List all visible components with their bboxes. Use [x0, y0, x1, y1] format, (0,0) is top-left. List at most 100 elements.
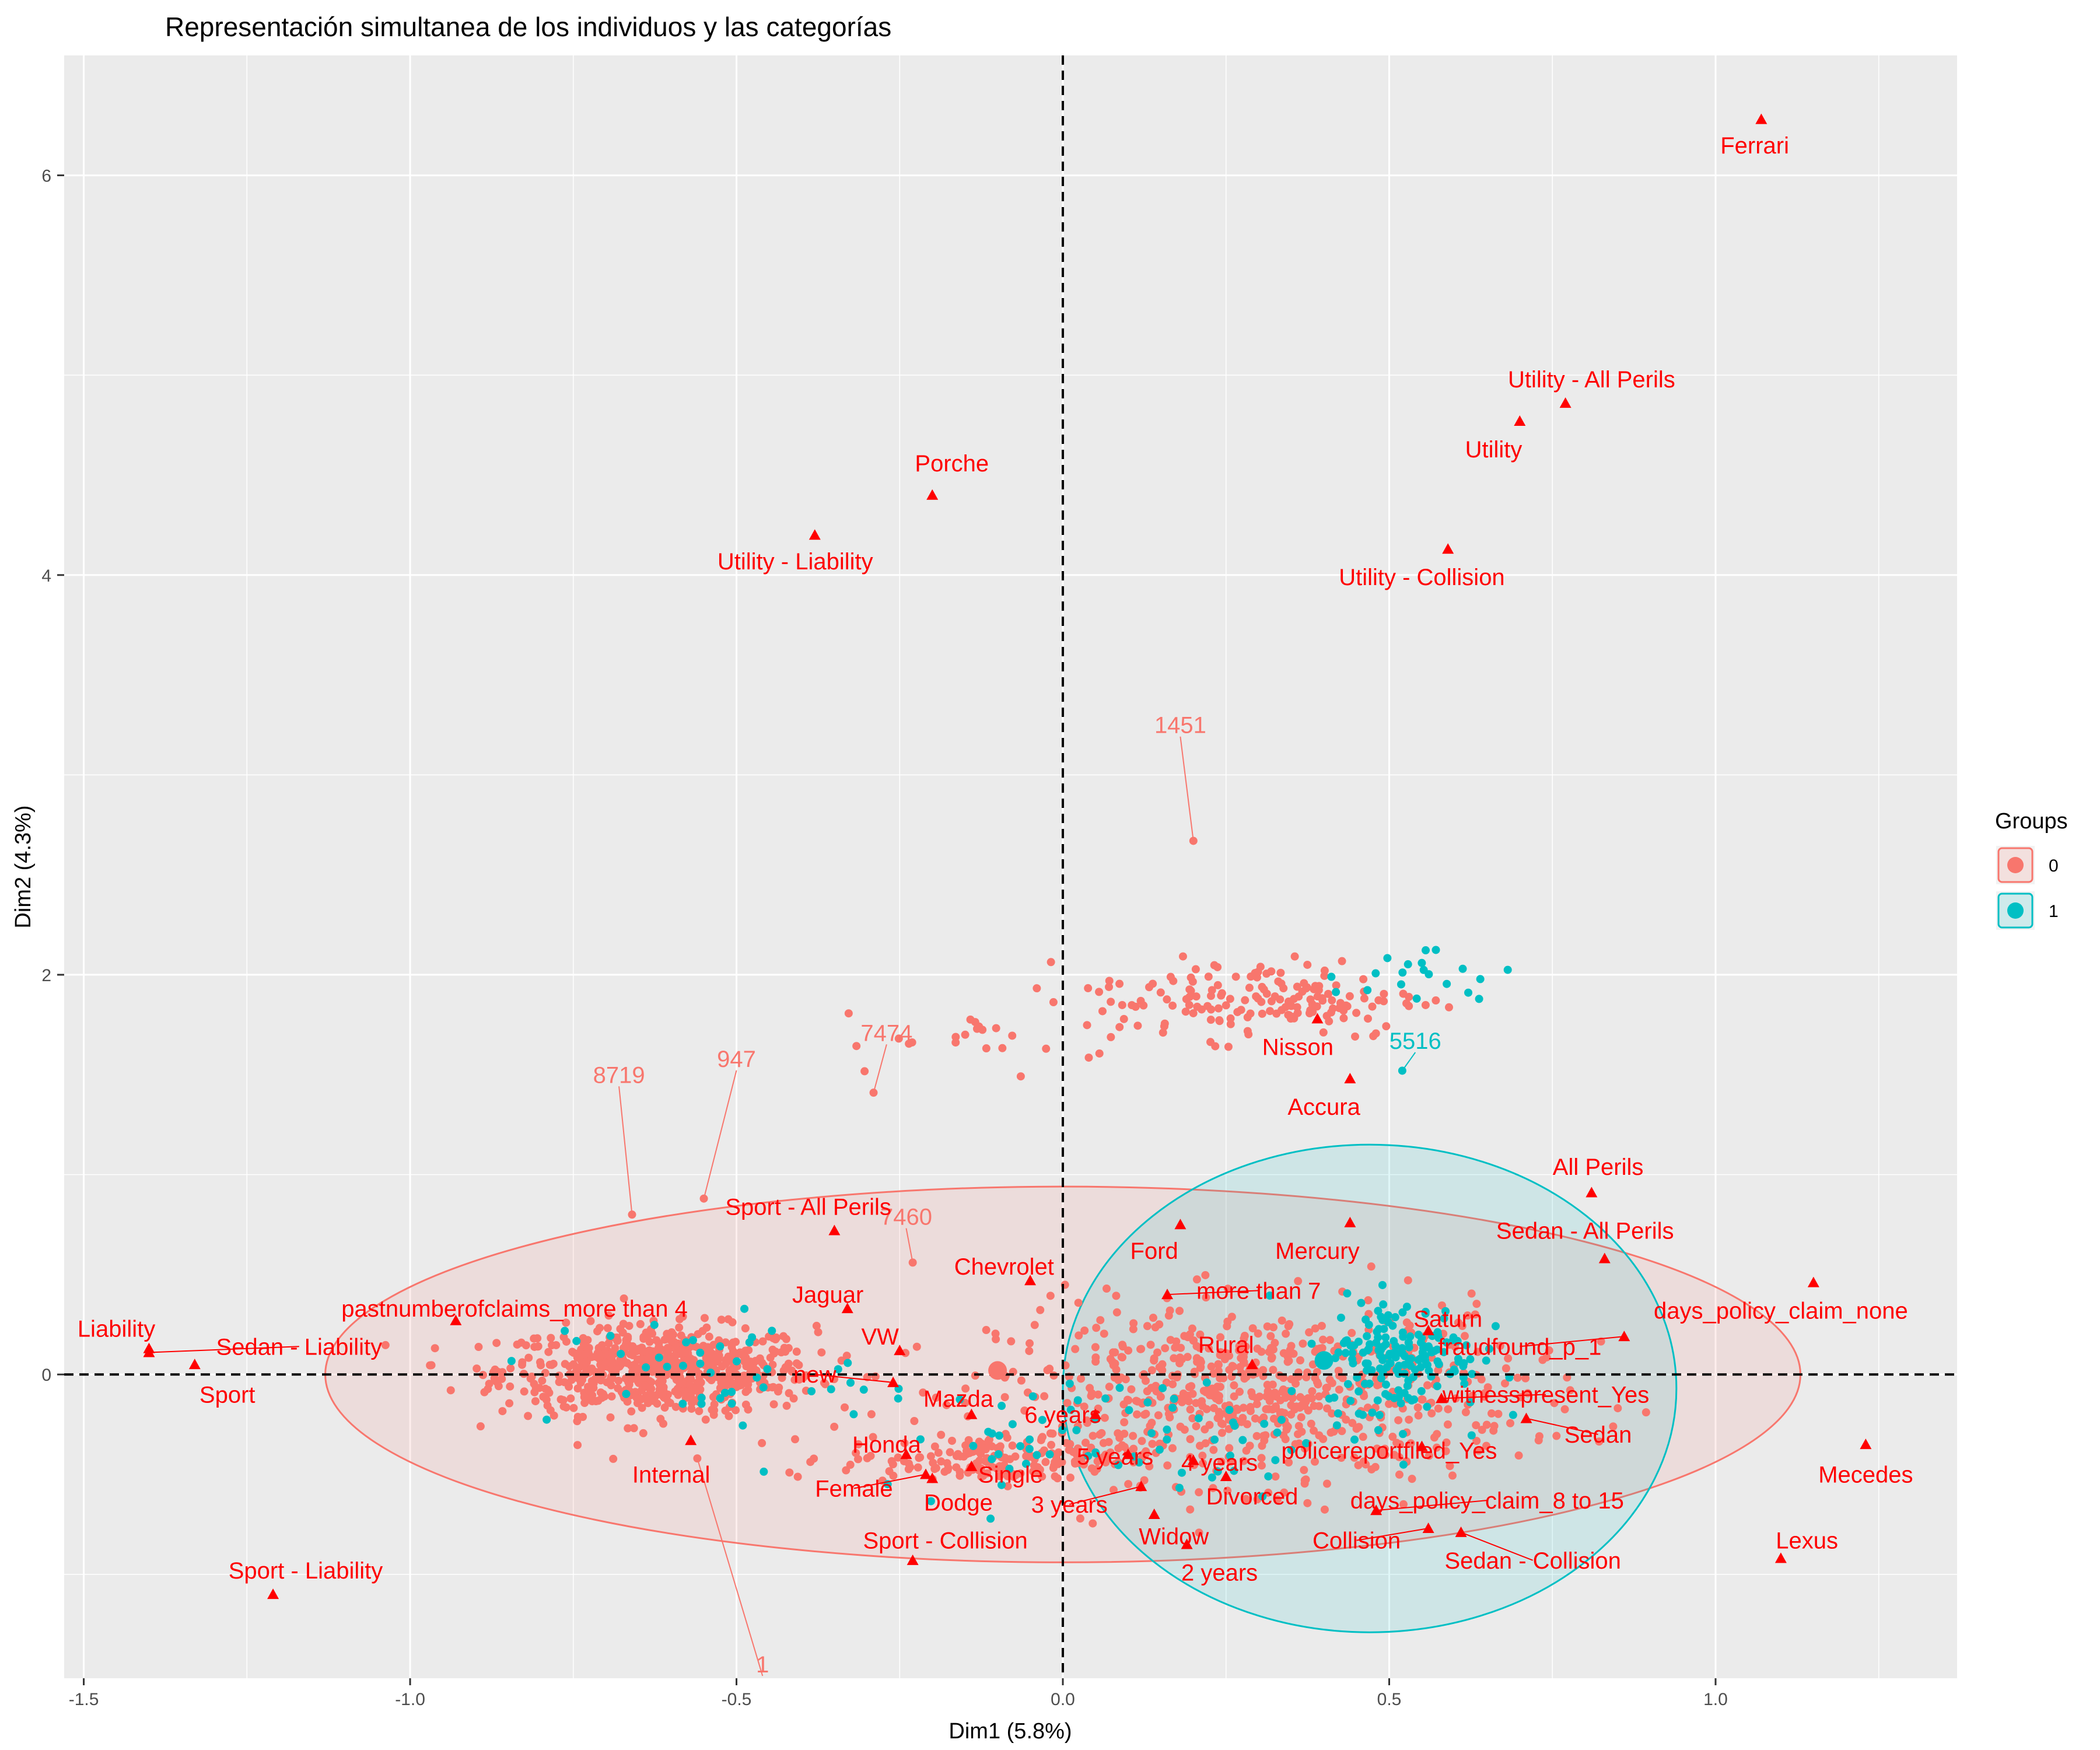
category-label-all-perils: All Perils — [1553, 1154, 1644, 1180]
individual-point-group-1 — [1422, 946, 1430, 955]
individual-point-group-0 — [491, 1365, 499, 1374]
individual-point-group-0 — [530, 1388, 539, 1396]
individual-point-group-0 — [1339, 1014, 1348, 1023]
individual-point-group-0 — [992, 1335, 1000, 1343]
category-point-3-years — [1135, 1480, 1147, 1492]
individual-point-group-0 — [1311, 1457, 1320, 1466]
individual-point-group-0 — [1191, 965, 1200, 974]
individual-point-group-1 — [1357, 1298, 1366, 1307]
individual-point-group-1 — [716, 1394, 724, 1403]
individual-point-group-0 — [565, 1362, 573, 1371]
individual-point-group-0 — [1296, 1356, 1304, 1365]
individual-point-group-0 — [580, 1392, 589, 1401]
category-point-days-policy-claim-8-to-15 — [1370, 1504, 1382, 1516]
individual-point-group-0 — [1063, 1399, 1072, 1408]
individual-point-group-0 — [1281, 1394, 1290, 1402]
individual-point-group-0 — [1354, 1461, 1363, 1469]
individual-point-group-0 — [1472, 1421, 1480, 1430]
individual-point-group-0 — [1166, 1413, 1174, 1422]
individual-point-group-0 — [1107, 1032, 1115, 1041]
individual-point-group-0 — [976, 1441, 985, 1450]
individual-point-group-1 — [988, 1455, 996, 1464]
category-label-dodge: Dodge — [924, 1490, 993, 1516]
individual-point-group-0 — [1198, 1451, 1207, 1460]
individual-point-group-0 — [1214, 1408, 1223, 1416]
individual-point-group-1 — [1382, 1380, 1391, 1389]
individual-point-group-0 — [1310, 1426, 1318, 1435]
individual-point-group-0 — [1095, 988, 1104, 996]
individual-point-group-0 — [1441, 1447, 1450, 1455]
category-label-vw: VW — [861, 1324, 899, 1350]
individual-point-group-0 — [794, 1361, 803, 1370]
individual-label-1451: 1451 — [1154, 713, 1206, 738]
centroid-group-1 — [1314, 1351, 1334, 1370]
category-point-new — [887, 1376, 900, 1387]
individual-point-group-0 — [652, 1336, 661, 1345]
individual-point-group-0 — [1413, 1403, 1422, 1412]
category-label-ferrari: Ferrari — [1720, 133, 1789, 159]
y-tick-label: 0 — [41, 1366, 51, 1385]
individual-point-group-0 — [912, 1342, 921, 1351]
individual-point-group-0 — [1209, 1483, 1217, 1492]
individual-point-group-0 — [1145, 983, 1154, 992]
individual-point-group-0 — [1609, 1422, 1618, 1431]
individual-point-group-1 — [542, 1415, 551, 1424]
individual-point-group-0 — [1209, 1446, 1218, 1454]
individual-point-group-0 — [915, 1454, 923, 1462]
individual-point-group-0 — [687, 1404, 696, 1413]
individual-point-group-0 — [1359, 1433, 1367, 1441]
individual-point-group-1 — [1468, 1370, 1476, 1378]
individual-point-group-0 — [774, 1387, 782, 1396]
individual-point-group-0 — [1192, 1275, 1201, 1284]
individual-point-group-0 — [1137, 1345, 1146, 1353]
individual-point-group-0 — [671, 1402, 680, 1411]
individual-point-group-1 — [1346, 1396, 1355, 1405]
individual-point-group-0 — [705, 1332, 713, 1341]
individual-point-group-0 — [1308, 1387, 1317, 1396]
individual-point-group-0 — [981, 1457, 989, 1465]
category-point-sedan-liability — [143, 1346, 155, 1357]
individual-point-group-0 — [842, 1352, 851, 1360]
individual-point-group-0 — [1185, 1382, 1194, 1391]
individual-point-group-1 — [1170, 1395, 1178, 1404]
individual-point-group-0 — [1016, 1072, 1025, 1081]
individual-point-group-0 — [1094, 1390, 1102, 1399]
individual-point-group-0 — [530, 1342, 539, 1351]
individual-point-group-0 — [678, 1312, 687, 1321]
individual-point-group-1 — [1363, 1359, 1372, 1368]
individual-point-group-0 — [1154, 1411, 1163, 1420]
individual-point-group-1 — [1125, 1406, 1133, 1415]
individual-point-group-0 — [1240, 1457, 1248, 1465]
category-point-days-policy-claim-none — [1807, 1276, 1819, 1287]
individual-point-group-0 — [1458, 1322, 1466, 1331]
individual-point-group-1 — [1177, 1468, 1186, 1477]
individual-point-group-0 — [1338, 957, 1346, 965]
individual-point-group-0 — [1258, 1441, 1266, 1450]
individual-point-group-1 — [1260, 1419, 1269, 1428]
individual-point-group-0 — [474, 1343, 483, 1352]
individual-point-group-0 — [1483, 1383, 1492, 1392]
individual-point-group-0 — [627, 1407, 636, 1416]
individual-point-group-0 — [1230, 1392, 1238, 1401]
individual-label-5516: 5516 — [1390, 1028, 1441, 1054]
individual-point-group-0 — [610, 1349, 618, 1358]
individual-point-group-0 — [1300, 1466, 1308, 1475]
individual-point-group-0 — [1188, 1414, 1197, 1423]
individual-point-group-0 — [476, 1422, 485, 1431]
individual-point-group-0 — [676, 1379, 684, 1388]
individual-point-group-0 — [712, 1353, 721, 1362]
ellipse-group-1 — [1062, 1143, 1678, 1633]
individual-point-group-1 — [1372, 1338, 1381, 1347]
individual-point-group-0 — [640, 1381, 649, 1390]
individual-point-group-0 — [642, 1394, 650, 1403]
y-tick-label: 2 — [41, 966, 51, 985]
individual-point-group-0 — [1037, 1434, 1046, 1443]
individual-point-group-0 — [1373, 1444, 1381, 1453]
individual-point-group-0 — [852, 1448, 860, 1457]
individual-point-group-0 — [1292, 1402, 1301, 1411]
individual-point-group-0 — [1279, 984, 1288, 993]
category-point-porche — [926, 489, 939, 500]
individual-point-group-0 — [940, 1467, 949, 1476]
category-leader-line — [814, 1374, 894, 1383]
individual-point-group-0 — [954, 1450, 963, 1458]
